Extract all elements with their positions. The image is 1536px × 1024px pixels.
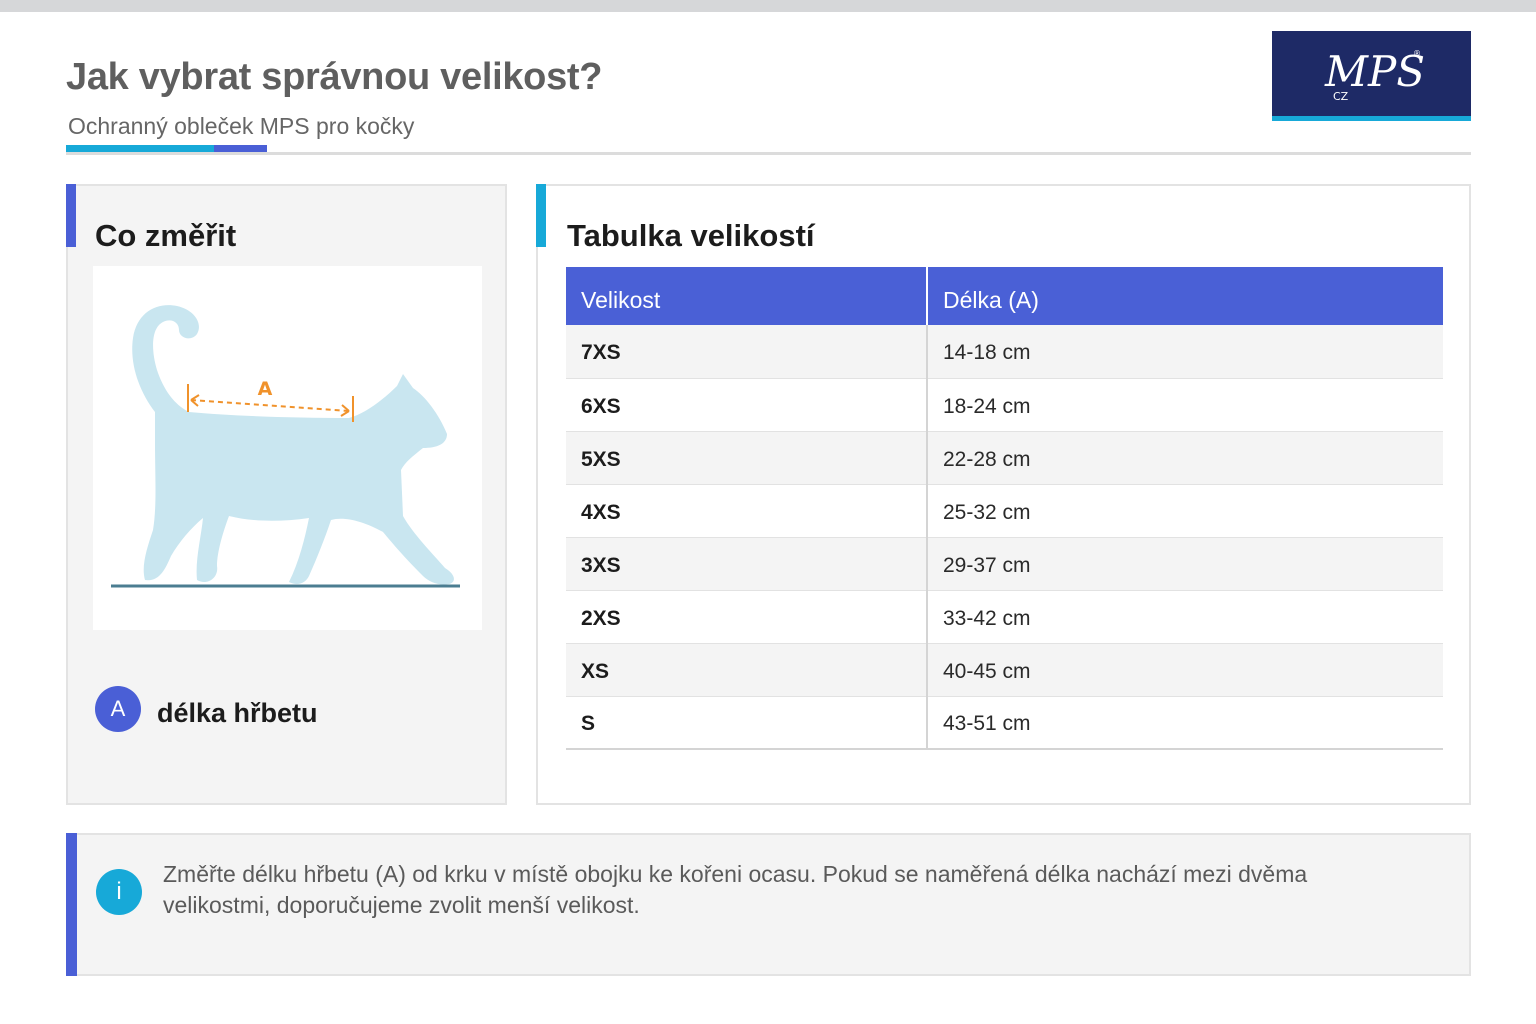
title-divider (66, 152, 1471, 155)
column-header-size: Velikost (566, 267, 928, 325)
info-note: i Změřte délku hřbetu (A) od krku v míst… (66, 833, 1471, 976)
cat-silhouette-icon (132, 305, 454, 585)
measure-arrow-left-head (190, 394, 200, 407)
table-row: 4XS 25-32 cm (566, 484, 1443, 538)
title-accent-cyan (66, 145, 214, 152)
mps-logo: MPS CZ ® (1272, 31, 1471, 121)
cell-size: 4XS (566, 484, 928, 538)
size-panel-accent-bar (536, 184, 546, 247)
cell-length: 43-51 cm (927, 696, 1443, 750)
info-icon: i (96, 869, 142, 915)
table-row: 6XS 18-24 cm (566, 378, 1443, 432)
cell-length: 33-42 cm (927, 590, 1443, 644)
cell-size: 3XS (566, 537, 928, 591)
column-header-length: Délka (A) (927, 267, 1443, 325)
cell-size: 6XS (566, 378, 928, 432)
cell-length: 14-18 cm (927, 325, 1443, 379)
table-row: 2XS 33-42 cm (566, 590, 1443, 644)
logo-text: MPS (1324, 47, 1425, 96)
info-note-text: Změřte délku hřbetu (A) od krku v místě … (163, 861, 1308, 918)
cat-diagram: A (93, 266, 482, 630)
measure-panel: Co změřit A A délka hřbetu (66, 184, 507, 805)
table-row: 5XS 22-28 cm (566, 431, 1443, 485)
cell-size: S (566, 696, 928, 750)
logo-registered-mark: ® (1413, 49, 1421, 58)
measure-arrow-line (190, 399, 350, 412)
legend-item: A délka hřbetu (95, 686, 318, 732)
cell-length: 40-45 cm (927, 643, 1443, 697)
cell-length: 22-28 cm (927, 431, 1443, 485)
legend-label: délka hřbetu (157, 697, 318, 728)
cell-length: 18-24 cm (927, 378, 1443, 432)
table-row: XS 40-45 cm (566, 643, 1443, 697)
top-strip (0, 0, 1536, 12)
cell-size: 7XS (566, 325, 928, 379)
table-row: 7XS 14-18 cm (566, 325, 1443, 379)
cell-length: 29-37 cm (927, 537, 1443, 591)
table-row: 3XS 29-37 cm (566, 537, 1443, 591)
logo-subtext: CZ (1333, 90, 1349, 103)
page-title: Jak vybrat správnou velikost? (66, 56, 603, 98)
size-table: Velikost Délka (A) 7XS 14-18 cm 6XS 18-2… (566, 267, 1443, 750)
size-panel: Tabulka velikostí Velikost Délka (A) 7XS… (536, 184, 1471, 805)
measure-label-a: A (258, 378, 273, 400)
info-note-accent-bar (66, 833, 77, 976)
cell-size: XS (566, 643, 928, 697)
cell-size: 2XS (566, 590, 928, 644)
cell-length: 25-32 cm (927, 484, 1443, 538)
table-row: S 43-51 cm (566, 696, 1443, 750)
measure-panel-title: Co změřit (95, 218, 237, 253)
table-header-row: Velikost Délka (A) (566, 267, 1443, 325)
title-accent-blue (214, 145, 267, 152)
cell-size: 5XS (566, 431, 928, 485)
measure-arrow-right-head (340, 404, 350, 417)
measure-panel-accent-bar (66, 184, 76, 247)
size-panel-title: Tabulka velikostí (567, 218, 815, 253)
legend-badge: A (95, 686, 141, 732)
page-subtitle: Ochranný obleček MPS pro kočky (68, 113, 415, 139)
